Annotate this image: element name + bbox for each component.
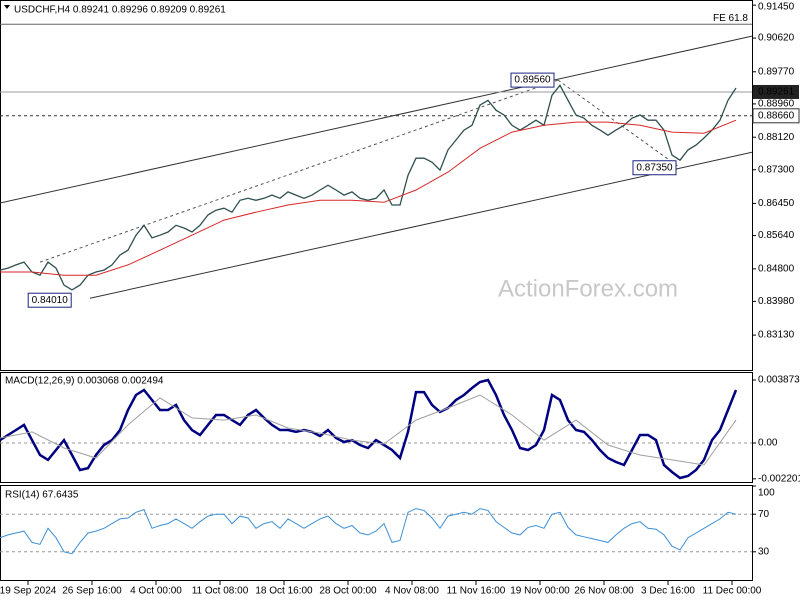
annotation-box	[632, 160, 677, 176]
projection-line	[39, 79, 559, 263]
series-line	[0, 394, 737, 466]
annotation-label: 0.87350	[636, 162, 673, 173]
x-tick-label: 26 Sep 16:00	[62, 586, 122, 597]
title-icon	[4, 5, 10, 9]
y-tick-label: 0.88120	[758, 132, 795, 143]
x-tick-label: 11 Oct 08:00	[192, 586, 249, 597]
annotation-label: 0.89560	[514, 75, 551, 86]
y-tick-label: 100	[758, 488, 775, 499]
level-box	[752, 108, 800, 124]
y-tick-label: 0.83980	[758, 296, 795, 307]
x-tick-label: 19 Nov 00:00	[510, 586, 570, 597]
y-tick-label: 0.84800	[758, 264, 795, 275]
channel-line	[89, 151, 753, 299]
series-line	[0, 508, 737, 555]
y-tick-label: 0.83130	[758, 330, 795, 341]
x-tick-label: 11 Nov 16:00	[447, 586, 506, 597]
annotation-label: 0.84010	[32, 295, 69, 306]
x-tick-label: 18 Oct 16:00	[255, 586, 313, 597]
projection-line	[557, 79, 681, 169]
y-tick-label: 0.003873	[758, 375, 800, 386]
rsi-title: RSI(14) 67.6435	[5, 490, 79, 501]
y-tick-label: 0.00	[758, 438, 778, 449]
x-tick-label: 4 Oct 00:00	[130, 586, 182, 597]
last-price-label: 0.89261	[758, 87, 795, 98]
chart-title: USDCHF,H4 0.89241 0.89296 0.89209 0.8926…	[14, 5, 226, 16]
y-tick-label: 0.86450	[758, 198, 795, 209]
watermark: ActionForex.com	[498, 275, 678, 302]
x-tick-label: 4 Nov 08:00	[385, 586, 439, 597]
y-tick-label: 0.88960	[758, 99, 795, 110]
y-tick-label: 70	[758, 509, 770, 520]
y-tick-label: 0.89770	[758, 66, 795, 77]
x-tick-label: 26 Nov 08:00	[574, 586, 634, 597]
channel-line	[0, 35, 753, 204]
y-tick-label: 0.91450	[758, 2, 795, 13]
level-label: 0.88660	[758, 110, 795, 121]
y-tick-label: 0.85640	[758, 230, 795, 241]
x-tick-label: 11 Dec 00:00	[703, 586, 762, 597]
series-line	[0, 378, 738, 480]
series-line	[0, 119, 737, 276]
fe-label: FE 61.8	[713, 13, 748, 24]
rsi-panel	[0, 485, 753, 581]
last-price-box	[753, 84, 799, 99]
price-panel	[0, 0, 753, 371]
x-tick-label: 28 Oct 00:00	[319, 586, 377, 597]
annotation-box	[510, 72, 555, 88]
macd-panel	[0, 372, 753, 483]
series-line	[0, 84, 737, 291]
y-tick-label: -0.002201	[758, 473, 800, 484]
annotation-box	[27, 292, 72, 308]
y-tick-label: 30	[758, 546, 770, 557]
macd-title: MACD(12,26,9) 0.003068 0.002494	[5, 376, 164, 387]
x-tick-label: 3 Dec 16:00	[641, 586, 695, 597]
x-tick-label: 19 Sep 2024	[0, 586, 57, 597]
y-tick-label: 0.90620	[758, 33, 795, 44]
y-tick-label: 0.87300	[758, 164, 795, 175]
